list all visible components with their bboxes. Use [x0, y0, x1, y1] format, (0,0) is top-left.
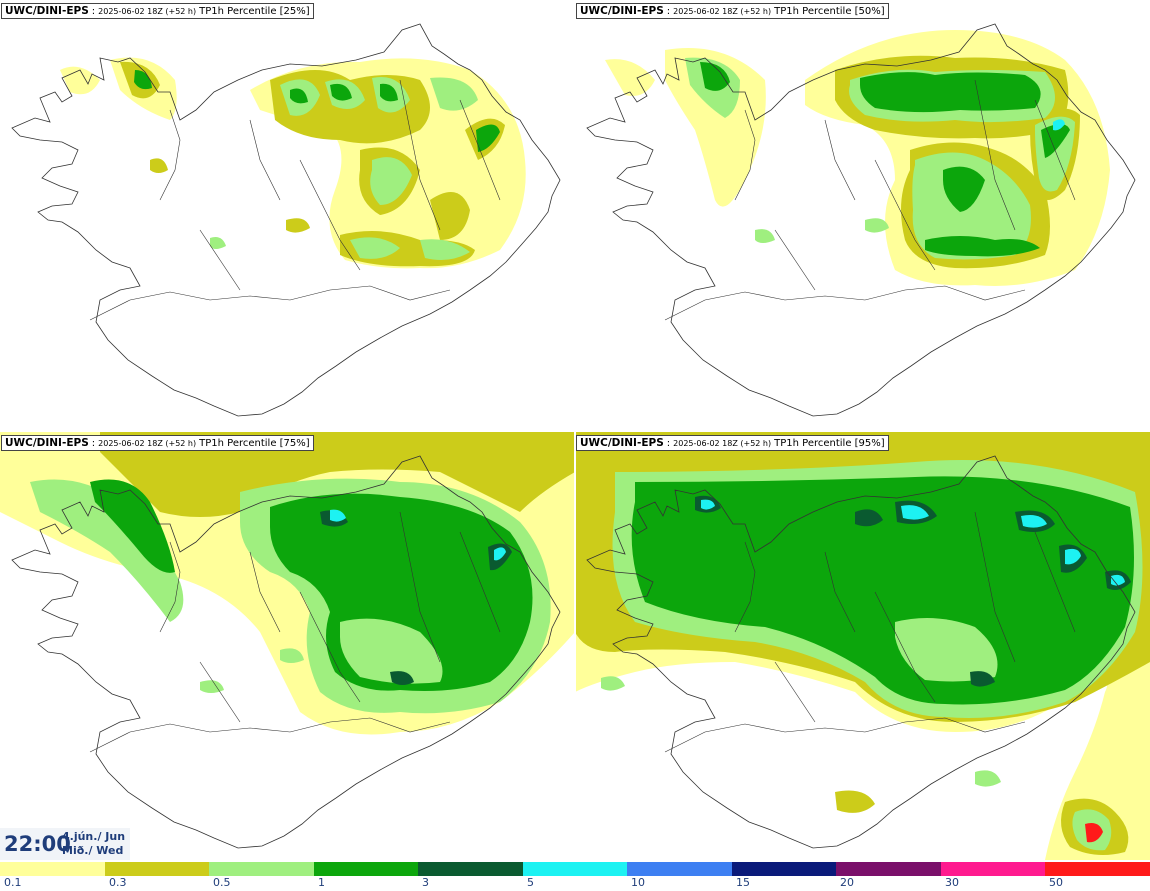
- valid-date-line2: Mið./ Wed: [62, 844, 124, 857]
- legend-label: 5: [527, 876, 534, 889]
- valid-time-box: 22:00 4.jún./ Jun Mið./ Wed: [0, 828, 130, 860]
- iceland-map-p50: [586, 23, 1136, 417]
- run-time: 2025-06-02 18Z (+52 h): [673, 438, 772, 448]
- model-name: UWC/DINI-EPS: [5, 5, 89, 17]
- valid-time-hour: 22:00: [4, 832, 71, 856]
- precip-field: [0, 432, 575, 735]
- legend-label: 20: [840, 876, 854, 889]
- legend-swatch: [1045, 862, 1150, 876]
- panel-title: UWC/DINI-EPS: 2025-06-02 18Z (+52 h) TP1…: [1, 3, 314, 19]
- legend-swatch: [104, 862, 210, 876]
- legend-swatch: [627, 862, 732, 876]
- parameter-name: TP1h Percentile [75%]: [199, 437, 310, 449]
- legend-label: 15: [736, 876, 750, 889]
- legend-label: 1: [318, 876, 325, 889]
- parameter-name: TP1h Percentile [95%]: [774, 437, 885, 449]
- map-panel-p25: UWC/DINI-EPS: 2025-06-02 18Z (+52 h) TP1…: [0, 0, 575, 430]
- map-panel-p75: UWC/DINI-EPS: 2025-06-02 18Z (+52 h) TP1…: [0, 432, 575, 860]
- precip-field: [605, 30, 1110, 286]
- precip-legend-labels: 0.1 0.3 0.5 1 3 5 10 15 20 30 50: [0, 876, 1150, 891]
- legend-label: 10: [631, 876, 645, 889]
- iceland-map-p95: [575, 432, 1150, 860]
- run-time: 2025-06-02 18Z (+52 h): [98, 438, 197, 448]
- legend-label: 3: [422, 876, 429, 889]
- legend-label: 0.3: [109, 876, 127, 889]
- precip-field: [60, 57, 526, 269]
- legend-swatch: [522, 862, 628, 876]
- map-panel-p95: UWC/DINI-EPS: 2025-06-02 18Z (+52 h) TP1…: [575, 432, 1150, 860]
- model-name: UWC/DINI-EPS: [580, 5, 664, 17]
- valid-date-line1: 4.jún./ Jun: [62, 830, 126, 843]
- map-panel-p50: UWC/DINI-EPS: 2025-06-02 18Z (+52 h) TP1…: [575, 0, 1150, 430]
- panel-title: UWC/DINI-EPS: 2025-06-02 18Z (+52 h) TP1…: [576, 3, 889, 19]
- valid-time-date: 4.jún./ Jun Mið./ Wed: [62, 830, 125, 858]
- legend-label: 50: [1049, 876, 1063, 889]
- run-time: 2025-06-02 18Z (+52 h): [98, 6, 197, 16]
- legend-swatch: [209, 862, 314, 876]
- parameter-name: TP1h Percentile [50%]: [774, 5, 885, 17]
- legend-swatch: [0, 862, 105, 876]
- panel-divider: [574, 0, 576, 860]
- panel-title: UWC/DINI-EPS: 2025-06-02 18Z (+52 h) TP1…: [1, 435, 314, 451]
- iceland-map-p75: [0, 432, 575, 849]
- parameter-name: TP1h Percentile [25%]: [199, 5, 310, 17]
- iceland-map-p25: [11, 23, 561, 417]
- legend-swatch: [731, 862, 837, 876]
- run-time: 2025-06-02 18Z (+52 h): [673, 6, 772, 16]
- legend-label: 0.1: [4, 876, 22, 889]
- panel-title: UWC/DINI-EPS: 2025-06-02 18Z (+52 h) TP1…: [576, 435, 889, 451]
- model-name: UWC/DINI-EPS: [580, 437, 664, 449]
- legend-swatch: [836, 862, 941, 876]
- legend-label: 30: [945, 876, 959, 889]
- legend-swatch: [418, 862, 523, 876]
- legend-swatch: [940, 862, 1046, 876]
- precip-legend-bar: [0, 862, 1150, 876]
- legend-label: 0.5: [213, 876, 231, 889]
- legend-swatch: [313, 862, 419, 876]
- model-name: UWC/DINI-EPS: [5, 437, 89, 449]
